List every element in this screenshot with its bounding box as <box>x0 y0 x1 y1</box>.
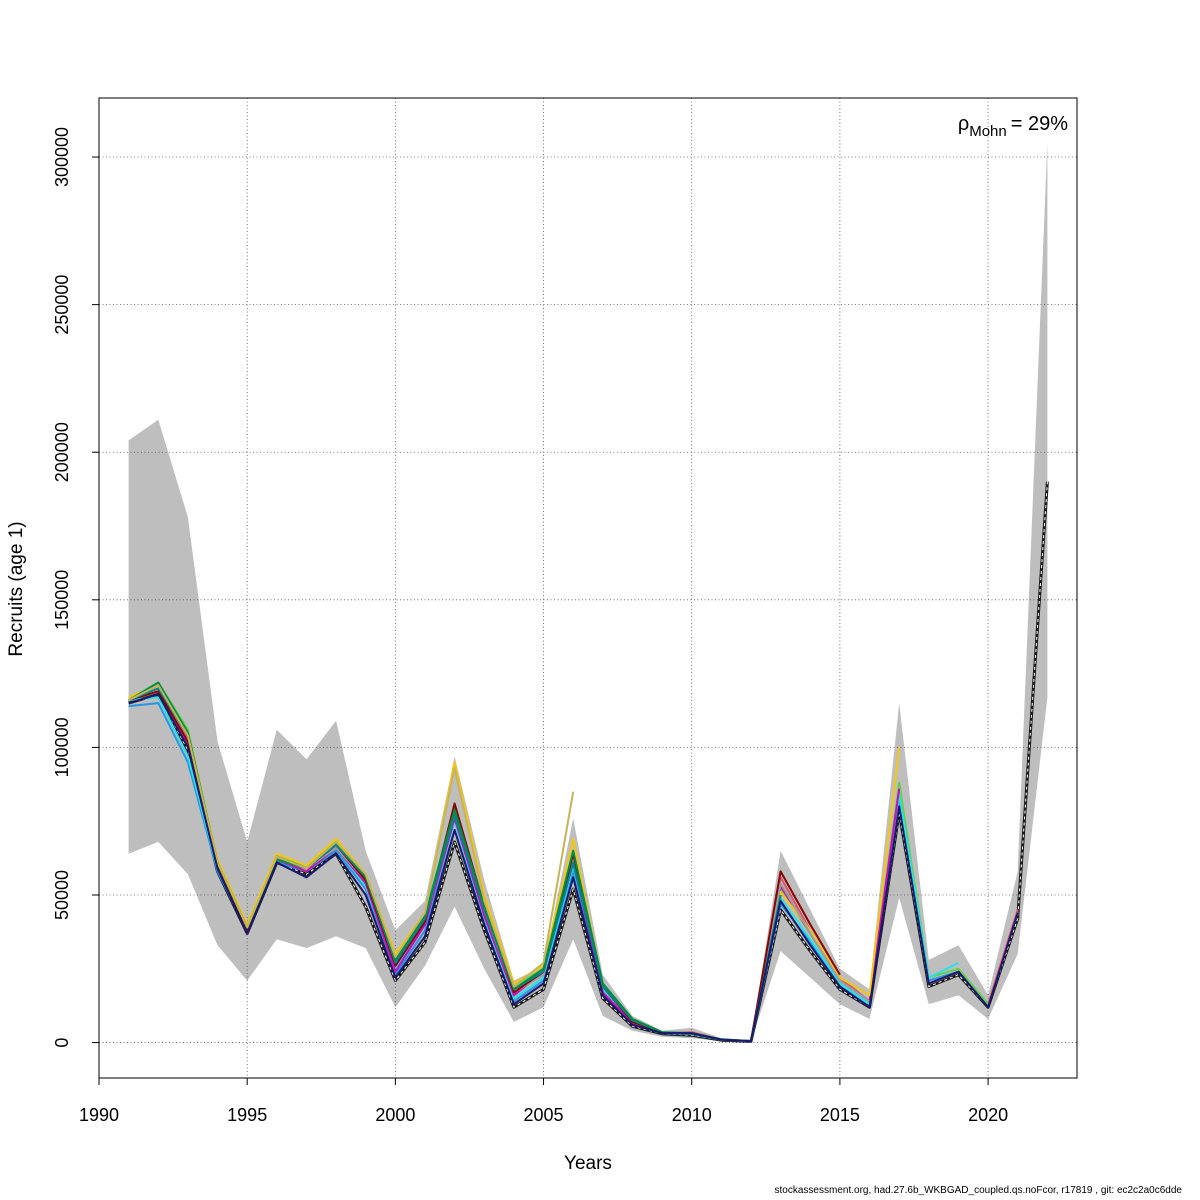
x-tick-label: 2000 <box>375 1105 415 1125</box>
mohn-rho-subscript: Mohn <box>969 123 1007 140</box>
y-tick-label: 50000 <box>52 870 72 920</box>
y-tick-label: 0 <box>52 1038 72 1048</box>
y-tick-label: 300000 <box>52 127 72 187</box>
x-tick-label: 2020 <box>968 1105 1008 1125</box>
confidence-band <box>128 142 1048 1042</box>
series-layer <box>128 481 1049 1043</box>
x-axis-title: Years <box>564 1153 612 1174</box>
axis-layer: 1990 1995 2000 2005 2010 2015 2020 0 50000 100000… <box>52 127 1008 1125</box>
y-tick-label: 250000 <box>52 275 72 335</box>
x-tick-label: 1990 <box>79 1105 119 1125</box>
mohn-rho-symbol: ρ <box>958 113 969 135</box>
x-tick-label: 2015 <box>820 1105 860 1125</box>
series-line-13 <box>128 693 1019 1043</box>
footer-credit: stockassessment.org, had.27.6b_WKBGAD_co… <box>774 1185 1182 1196</box>
y-tick-label: 100000 <box>52 717 72 777</box>
mohn-rho-annotation: ρMohn = 29% <box>958 113 1068 140</box>
y-tick-label: 200000 <box>52 422 72 482</box>
x-tick-label: 2010 <box>672 1105 712 1125</box>
x-tick-label: 1995 <box>227 1105 267 1125</box>
x-tick-label: 2005 <box>524 1105 564 1125</box>
mohn-rho-value: = 29% <box>1011 113 1068 135</box>
confidence-band-layer <box>128 142 1048 1042</box>
y-tick-label: 150000 <box>52 570 72 630</box>
series-line-12 <box>128 684 575 988</box>
y-axis-title: Recruits (age 1) <box>6 521 27 656</box>
